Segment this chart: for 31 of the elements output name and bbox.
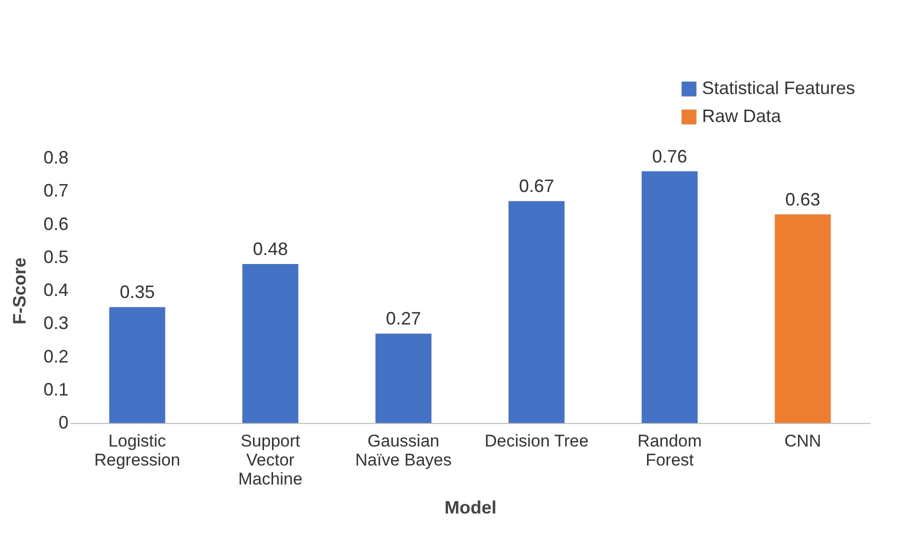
bar: [109, 307, 166, 423]
y-axis-title: F-Score: [9, 257, 30, 325]
bar: [642, 171, 698, 423]
data-label: 0.48: [252, 239, 288, 259]
legend-label: Statistical Features: [702, 78, 856, 98]
bar: [508, 201, 565, 423]
y-tick-label: 0.7: [43, 180, 68, 201]
y-tick-label: 0.4: [43, 280, 68, 300]
bar: [242, 264, 298, 423]
data-label: 0.63: [785, 189, 820, 210]
legend-label: Raw Data: [702, 106, 782, 126]
data-label: 0.67: [519, 176, 554, 196]
x-tick-label: Gaussian Naïve Bayes: [355, 432, 452, 470]
y-tick-label: 0.5: [43, 246, 68, 267]
x-tick-label: CNN: [784, 432, 822, 450]
bar: [774, 214, 831, 423]
data-label: 0.35: [120, 282, 155, 302]
data-label: 0.27: [386, 308, 421, 329]
x-tick-label: Decision Tree: [484, 432, 589, 450]
y-tick-label: 0.3: [43, 313, 68, 334]
y-tick-label: 0.6: [43, 214, 68, 234]
y-tick-label: 0.1: [43, 379, 68, 400]
x-axis-title: Model: [444, 498, 496, 518]
y-tick-label: 0.2: [43, 346, 68, 366]
x-tick-label: Support Vector Machine: [238, 432, 302, 488]
x-tick-label: Random Forest: [638, 432, 702, 470]
x-tick-label: Logistic Regression: [94, 432, 180, 470]
y-tick-label: 0.8: [43, 148, 68, 168]
bar: [375, 334, 432, 423]
data-label: 0.76: [652, 146, 688, 166]
y-tick-label: 0: [58, 412, 68, 432]
